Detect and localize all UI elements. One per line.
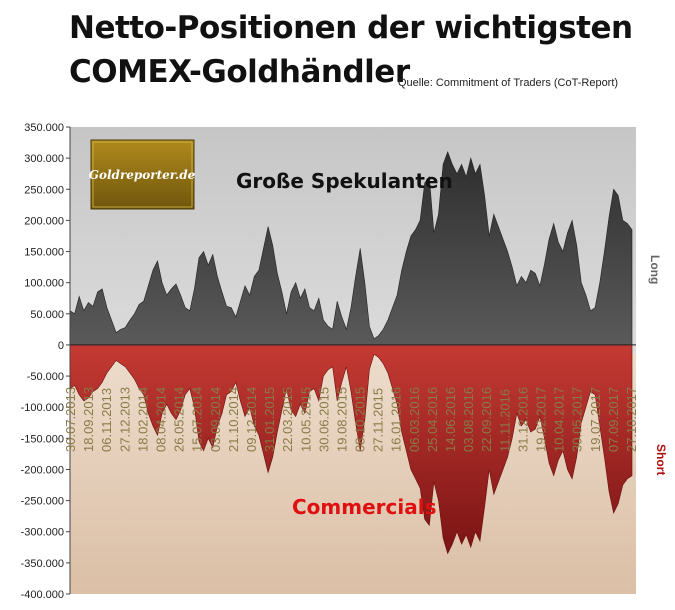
logo-text: Goldreporter.de	[89, 168, 196, 182]
x-tick-label: 07.09.2017	[606, 387, 621, 452]
x-tick-label: 25.04.2016	[425, 387, 440, 452]
x-tick-label: 22.03.2015	[280, 387, 295, 452]
x-tick-label: 19.07.2017	[588, 387, 603, 452]
x-tick-label: 22.09.2016	[479, 387, 494, 452]
x-tick-label: 10.05.2015	[298, 387, 313, 452]
x-tick-label: 27.12.2013	[117, 387, 132, 452]
y-tick-label: 150.000	[24, 247, 64, 259]
x-tick-label: 30.05.2017	[570, 387, 585, 452]
x-tick-label: 08.10.2015	[353, 387, 368, 452]
x-tick-label: 10.04.2017	[552, 387, 567, 452]
y-tick-label: -200.000	[21, 464, 64, 476]
side-label-short: Short	[654, 444, 668, 475]
x-tick-label: 19.08.2015	[335, 387, 350, 452]
x-tick-label: 30.07.2013	[63, 387, 78, 452]
x-tick-label: 21.10.2014	[226, 387, 241, 452]
x-tick-label: 30.06.2015	[316, 387, 331, 452]
x-tick-label: 14.06.2016	[443, 387, 458, 452]
x-tick-label: 06.11.2013	[99, 388, 114, 452]
x-tick-label: 08.04.2014	[154, 387, 169, 452]
x-tick-label: 11.11.2016	[497, 389, 512, 452]
x-tick-label: 19.02.2017	[534, 387, 549, 452]
annotation-short-series: Commercials	[292, 495, 437, 519]
y-tick-label: -50.000	[27, 371, 64, 383]
y-tick-label: 100.000	[24, 278, 64, 290]
y-tick-label: -250.000	[21, 496, 64, 508]
x-tick-label: 16.01.2016	[389, 387, 404, 452]
x-tick-label: 27.11.2015	[371, 388, 386, 452]
x-tick-label: 18.09.2013	[81, 387, 96, 452]
x-tick-label: 31.01.2015	[262, 387, 277, 452]
series-area-long	[69, 151, 633, 346]
y-tick-label: -150.000	[21, 433, 64, 445]
x-tick-label: 18.02.2014	[135, 387, 150, 452]
y-tick-label: -100.000	[21, 402, 64, 414]
y-tick-label: 250.000	[24, 184, 64, 196]
y-tick-label: 0	[58, 340, 64, 352]
chart-title-line-1: Netto-Positionen der wichtigsten	[69, 10, 633, 46]
source-note: Quelle: Commitment of Traders (CoT-Repor…	[398, 77, 619, 89]
x-tick-label: 26.05.2014	[172, 387, 187, 452]
x-tick-label: 03.08.2016	[461, 387, 476, 452]
y-tick-label: -400.000	[21, 589, 64, 601]
x-tick-label: 09.12.2014	[244, 387, 259, 452]
y-tick-label: 50.000	[30, 309, 64, 321]
x-tick-label: 31.12.2016	[515, 387, 530, 452]
goldreporter-logo: Goldreporter.de	[89, 139, 196, 210]
x-tick-label: 03.09.2014	[208, 387, 223, 452]
y-tick-label: 200.000	[24, 215, 64, 227]
x-tick-label: 06.03.2016	[407, 387, 422, 452]
chart-title-line-2: COMEX-Goldhändler	[69, 54, 410, 90]
annotation-long-series: Große Spekulanten	[236, 169, 453, 193]
side-label-long: Long	[648, 255, 662, 284]
y-tick-label: 300.000	[24, 153, 64, 165]
x-tick-label: 15.07.2014	[190, 387, 205, 452]
y-tick-label: -300.000	[21, 527, 64, 539]
series-area-short	[69, 344, 633, 555]
y-tick-label: -350.000	[21, 558, 64, 570]
y-tick-label: 350.000	[24, 122, 64, 134]
x-tick-label: 27.10.2017	[624, 387, 639, 452]
